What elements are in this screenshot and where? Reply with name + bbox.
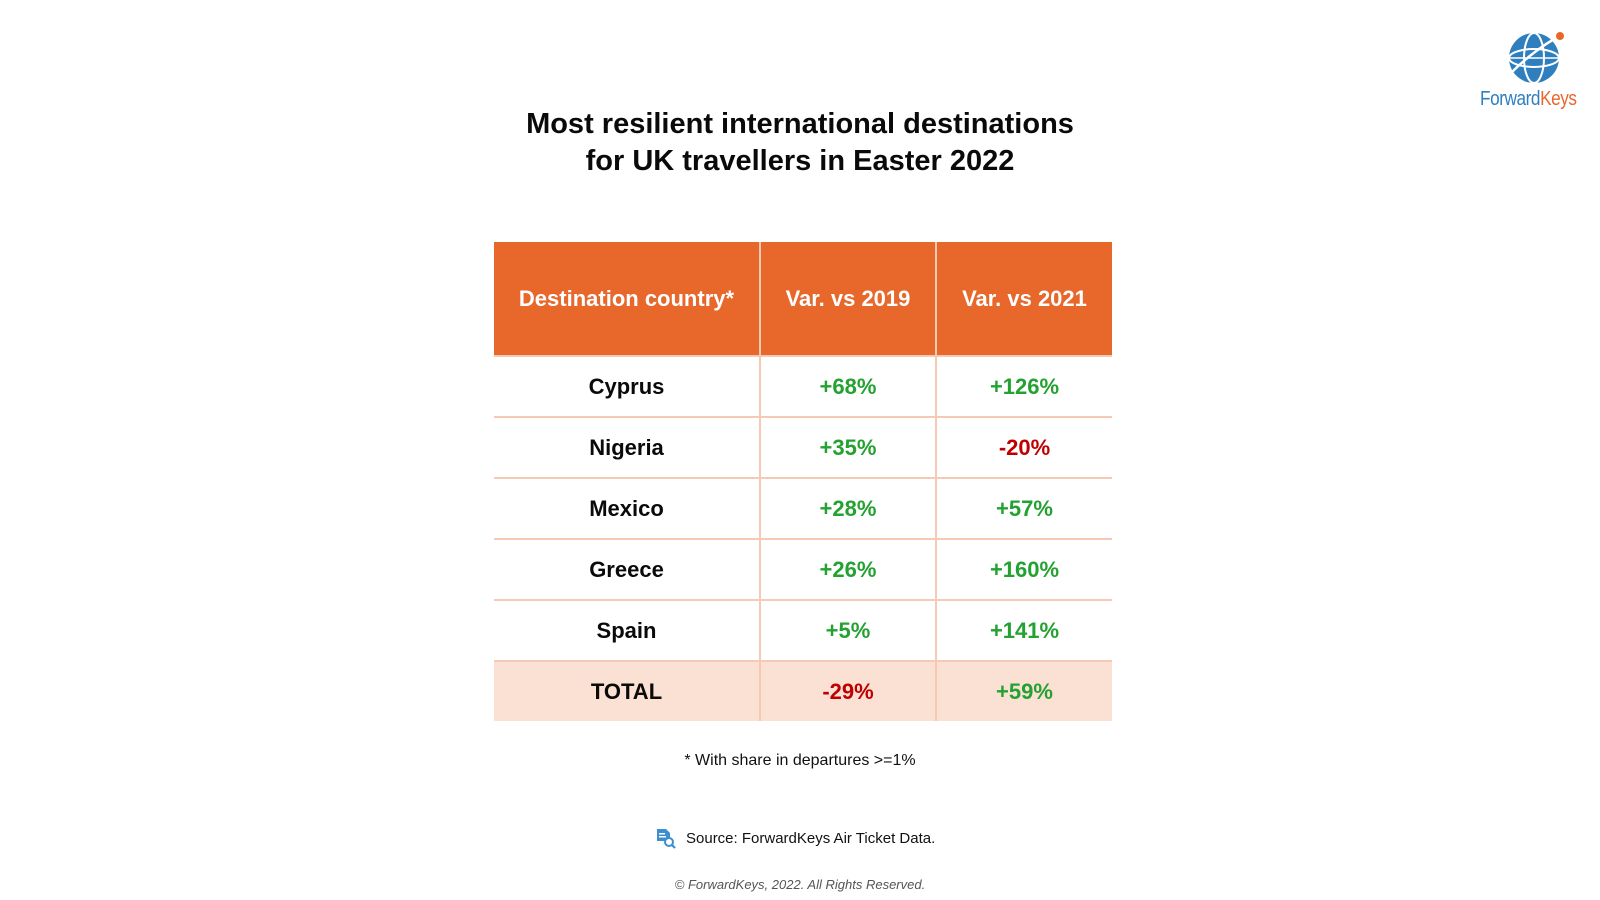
- var-2019-cell: +28%: [759, 477, 936, 539]
- header-var-2019: Var. vs 2019: [759, 242, 936, 356]
- title-line1: Most resilient international destination…: [526, 108, 1074, 140]
- forwardkeys-logo: ForwardKeys: [1480, 28, 1586, 118]
- destinations-table: Destination country* Var. vs 2019 Var. v…: [494, 242, 1112, 721]
- table-row: Cyprus +68% +126%: [494, 355, 1112, 417]
- var-2019-cell: +5%: [759, 599, 936, 661]
- logo-part2: Keys: [1540, 88, 1577, 110]
- table-header-row: Destination country* Var. vs 2019 Var. v…: [494, 242, 1112, 356]
- var-2019-cell: +26%: [759, 538, 936, 600]
- var-2019-cell: +35%: [759, 416, 936, 478]
- var-2021-cell: +126%: [935, 355, 1112, 417]
- source-text: Source: ForwardKeys Air Ticket Data.: [686, 829, 936, 847]
- total-var-2019: -29%: [759, 660, 936, 721]
- total-label: TOTAL: [494, 660, 760, 721]
- document-search-icon: [657, 829, 676, 849]
- footnote: * With share in departures >=1%: [684, 752, 916, 769]
- var-2021-cell: -20%: [935, 416, 1112, 478]
- logo-part1: Forward: [1480, 88, 1541, 110]
- table-row: Greece +26% +160%: [494, 538, 1112, 600]
- header-destination: Destination country*: [494, 242, 760, 356]
- copyright: © ForwardKeys, 2022. All Rights Reserved…: [674, 877, 926, 892]
- total-row: TOTAL -29% +59%: [494, 660, 1112, 721]
- table-row: Mexico +28% +57%: [494, 477, 1112, 539]
- source-line: Source: ForwardKeys Air Ticket Data.: [654, 827, 935, 849]
- logo-wordmark: ForwardKeys: [1480, 88, 1577, 111]
- var-2021-cell: +141%: [935, 599, 1112, 661]
- country-cell: Spain: [494, 599, 760, 661]
- chart-title: Most resilient international destination…: [400, 106, 1200, 180]
- var-2021-cell: +160%: [935, 538, 1112, 600]
- country-cell: Cyprus: [494, 355, 760, 417]
- total-var-2021: +59%: [935, 660, 1112, 721]
- title-line2: for UK travellers in Easter 2022: [585, 145, 1015, 177]
- table-row: Nigeria +35% -20%: [494, 416, 1112, 478]
- country-cell: Nigeria: [494, 416, 760, 478]
- country-cell: Mexico: [494, 477, 760, 539]
- country-cell: Greece: [494, 538, 760, 600]
- header-var-2021: Var. vs 2021: [935, 242, 1112, 356]
- var-2019-cell: +68%: [759, 355, 936, 417]
- var-2021-cell: +57%: [935, 477, 1112, 539]
- table-row: Spain +5% +141%: [494, 599, 1112, 661]
- globe-logo-icon: [1508, 32, 1564, 84]
